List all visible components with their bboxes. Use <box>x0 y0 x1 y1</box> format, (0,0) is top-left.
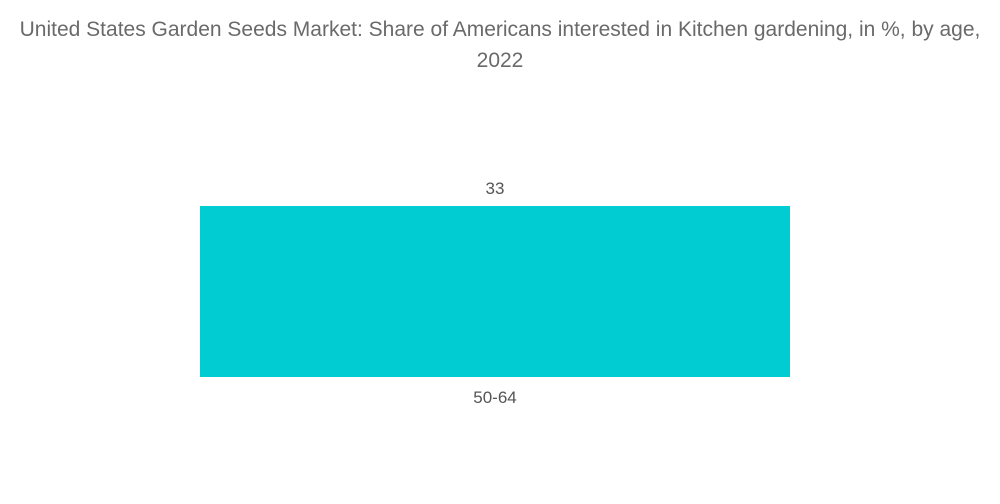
x-tick-labels-group: 50-64 <box>473 388 516 407</box>
value-labels-group: 33 <box>486 179 505 198</box>
bar-50-64 <box>200 206 790 377</box>
value-label-50-64: 33 <box>486 179 505 198</box>
chart-title: United States Garden Seeds Market: Share… <box>19 18 981 72</box>
bars-group <box>200 206 790 377</box>
x-tick-label-50-64: 50-64 <box>473 388 516 407</box>
